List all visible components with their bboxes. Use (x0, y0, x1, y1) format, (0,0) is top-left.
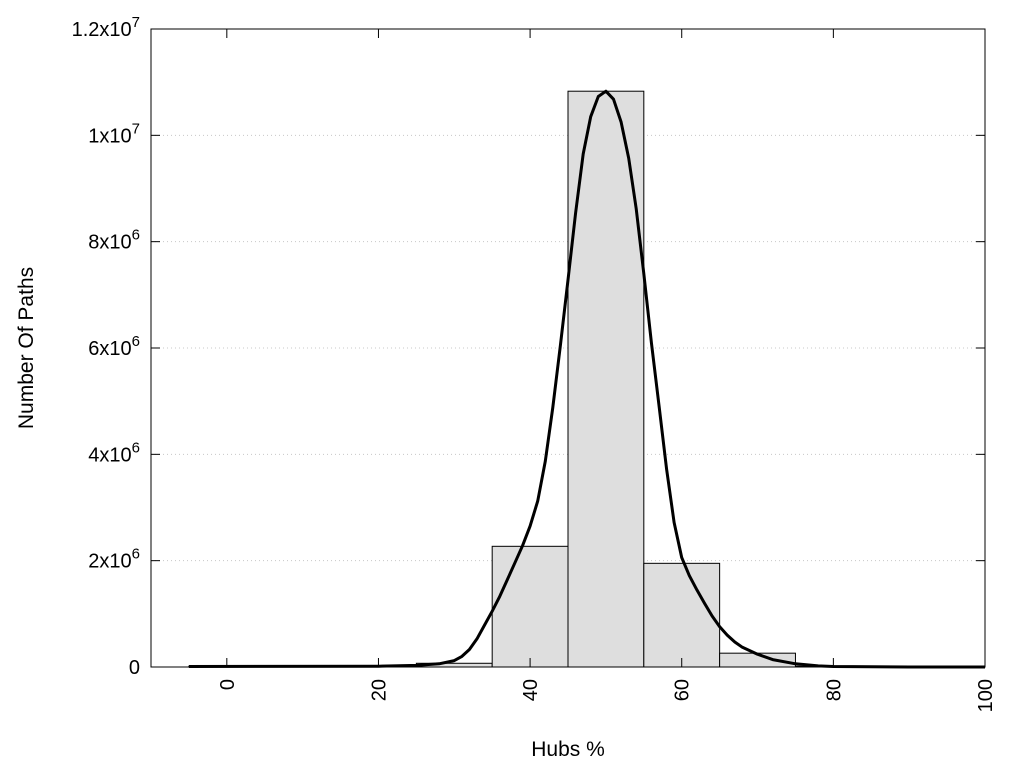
y-tick-label-4: 8x106 (88, 227, 140, 254)
x-tick-label-5: 100 (975, 679, 997, 712)
y-tick-label-0: 0 (129, 657, 140, 679)
fit-curve-layer (188, 89, 985, 669)
axis-ticks (151, 29, 985, 667)
y-tick-label-1: 2x106 (88, 546, 140, 573)
x-axis-label: Hubs % (531, 738, 605, 761)
histogram-bar-6 (643, 562, 721, 668)
y-tick-label-2: 4x106 (88, 439, 140, 466)
y-tick-label-6: 1.2x107 (72, 14, 140, 41)
bars (188, 90, 986, 668)
fit-curve (188, 89, 985, 669)
x-tick-label-3: 60 (672, 679, 694, 701)
x-tick-label-2: 40 (520, 679, 542, 701)
histogram-bar-4 (491, 545, 569, 668)
tick-labels: 0 2x106 4x106 6x106 8x106 1x107 1.2x107 0 20 40 60… (72, 14, 997, 712)
y-axis-label: Number Of Paths (15, 267, 38, 429)
x-tick-label-4: 80 (823, 679, 845, 701)
x-tick-label-0: 0 (217, 679, 239, 690)
y-tick-label-3: 6x106 (88, 333, 140, 360)
x-tick-label-1: 20 (368, 679, 390, 701)
y-tick-label-5: 1x107 (88, 120, 140, 147)
